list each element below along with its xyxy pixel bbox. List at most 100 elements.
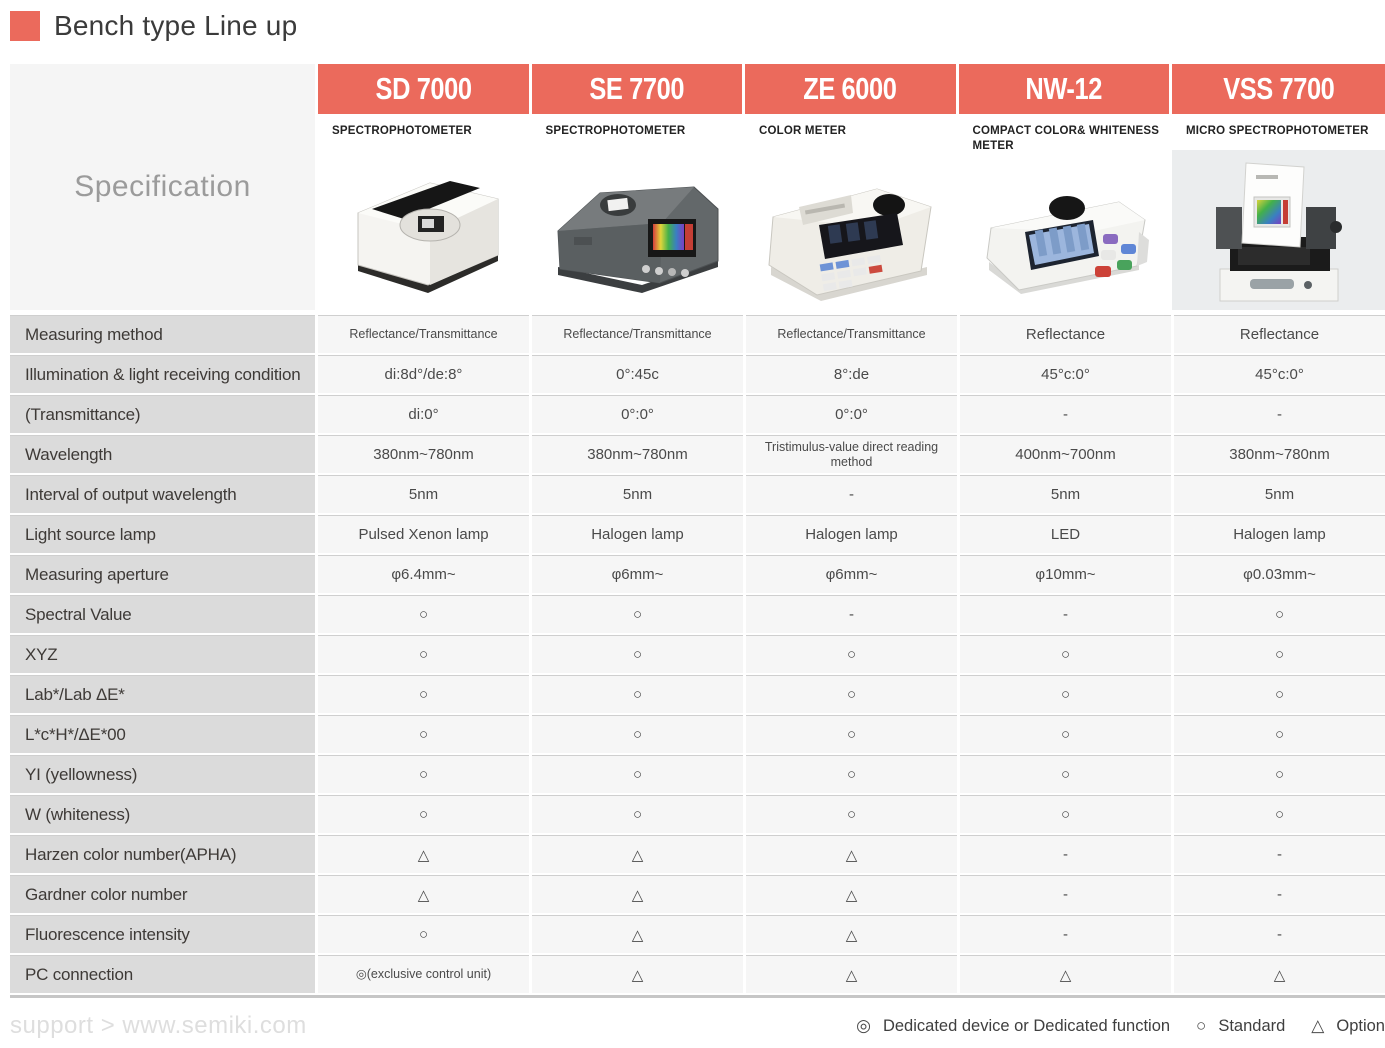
spec-value: ○ xyxy=(318,755,529,793)
table-row: PC connection ◎(exclusive control unit) △ △… xyxy=(10,955,1385,993)
table-row: XYZ ○ ○ ○ ○ ○ xyxy=(10,635,1385,673)
product-name-label: SD 7000 xyxy=(375,71,472,106)
spec-value: 5nm xyxy=(960,475,1171,513)
spec-value: 0°:45c xyxy=(532,355,743,393)
product-type-label: SPECTROPHOTOMETER xyxy=(332,125,472,137)
legend-label: Standard xyxy=(1218,1016,1286,1035)
spec-value: ○ xyxy=(532,715,743,753)
table-row: Measuring aperture φ6.4mm~ φ6mm~ φ6mm~ φ10mm… xyxy=(10,555,1385,593)
spec-value: 5nm xyxy=(1174,475,1385,513)
spec-value: ○ xyxy=(1174,755,1385,793)
spec-value: Reflectance/Transmittance xyxy=(532,315,743,353)
spec-value: Halogen lamp xyxy=(746,515,957,553)
table-row: Illumination & light receiving condition… xyxy=(10,355,1385,393)
spec-value: Pulsed Xenon lamp xyxy=(318,515,529,553)
spec-table: Specification SD 7000 SPECTROPHOTOMETER xyxy=(10,64,1385,998)
product-name-ze-6000: ZE 6000 xyxy=(745,64,956,114)
spec-value: ○ xyxy=(960,635,1171,673)
spec-value: 380nm~780nm xyxy=(532,435,743,473)
spec-value: ○ xyxy=(746,675,957,713)
spec-value: △ xyxy=(746,915,957,953)
circle-symbol-icon: ○ xyxy=(1196,1016,1207,1035)
spec-value: △ xyxy=(318,875,529,913)
spec-value: ○ xyxy=(960,755,1171,793)
product-name-se-7700: SE 7700 xyxy=(531,64,742,114)
row-label: W (whiteness) xyxy=(10,795,315,833)
spec-value: - xyxy=(1174,395,1385,433)
table-row: Harzen color number(APHA) △ △ △ - - xyxy=(10,835,1385,873)
spec-value: ○ xyxy=(318,595,529,633)
spec-value: - xyxy=(746,595,957,633)
spec-value: ○ xyxy=(318,915,529,953)
spec-value: ○ xyxy=(532,755,743,793)
se-7700-product-photo xyxy=(532,150,743,310)
spec-value: △ xyxy=(746,955,957,993)
title-accent-square-icon xyxy=(10,11,40,41)
product-column-ze-6000: ZE 6000 COLOR METER xyxy=(745,64,956,310)
row-label: Wavelength xyxy=(10,435,315,473)
spec-value: ○ xyxy=(532,675,743,713)
spec-value: ○ xyxy=(1174,635,1385,673)
table-row: L*c*H*/ΔE*00 ○ ○ ○ ○ ○ xyxy=(10,715,1385,753)
page-title: Bench type Line up xyxy=(54,10,298,41)
spec-value: di:0° xyxy=(318,395,529,433)
spec-value: ○ xyxy=(1174,675,1385,713)
spec-value: ○ xyxy=(532,595,743,633)
sd-7000-product-photo xyxy=(318,150,529,310)
product-name-vss-7700: VSS 7700 xyxy=(1172,64,1385,114)
spec-value: Reflectance xyxy=(1174,315,1385,353)
table-row: (Transmittance) di:0° 0°:0° 0°:0° - - xyxy=(10,395,1385,433)
row-label: Interval of output wavelength xyxy=(10,475,315,513)
row-label: (Transmittance) xyxy=(10,395,315,433)
spec-value: Halogen lamp xyxy=(1174,515,1385,553)
legend-item-standard: ○ Standard xyxy=(1196,1016,1285,1036)
row-label: Harzen color number(APHA) xyxy=(10,835,315,873)
row-label: XYZ xyxy=(10,635,315,673)
specification-header-cell: Specification xyxy=(10,64,315,310)
legend-label: Dedicated device or Dedicated function xyxy=(882,1016,1171,1035)
table-header-row: Specification SD 7000 SPECTROPHOTOMETER xyxy=(10,64,1385,310)
spec-value: 8°:de xyxy=(746,355,957,393)
legend-item-option: △ Option xyxy=(1311,1016,1385,1036)
spec-value: ○ xyxy=(960,795,1171,833)
product-column-nw-12: NW-12 COMPACT COLOR& WHITENESS METER xyxy=(958,64,1169,310)
spec-value: ○ xyxy=(746,635,957,673)
spec-value: △ xyxy=(1174,955,1385,993)
legend-label: Option xyxy=(1336,1016,1385,1035)
spec-value: φ6.4mm~ xyxy=(318,555,529,593)
spec-value: ◎(exclusive control unit) xyxy=(318,955,529,993)
row-label: YI (yellowness) xyxy=(10,755,315,793)
spec-value: ○ xyxy=(532,635,743,673)
spec-value: △ xyxy=(318,835,529,873)
spec-value: ○ xyxy=(1174,795,1385,833)
table-row: Fluorescence intensity ○ △ △ - - xyxy=(10,915,1385,953)
row-label: Light source lamp xyxy=(10,515,315,553)
product-name-label: ZE 6000 xyxy=(803,71,898,106)
row-label: L*c*H*/ΔE*00 xyxy=(10,715,315,753)
row-label: Measuring method xyxy=(10,315,315,353)
product-column-sd-7000: SD 7000 SPECTROPHOTOMETER xyxy=(318,64,529,310)
spec-value: - xyxy=(960,915,1171,953)
spec-value: △ xyxy=(532,915,743,953)
spec-value: φ6mm~ xyxy=(532,555,743,593)
row-label: Measuring aperture xyxy=(10,555,315,593)
spec-value: 0°:0° xyxy=(746,395,957,433)
spec-value: - xyxy=(1174,915,1385,953)
table-row: Light source lamp Pulsed Xenon lamp Haloge… xyxy=(10,515,1385,553)
spec-value: - xyxy=(960,835,1171,873)
product-name-label: SE 7700 xyxy=(589,71,685,106)
spec-value: di:8d°/de:8° xyxy=(318,355,529,393)
spec-value: - xyxy=(960,395,1171,433)
product-type-label: SPECTROPHOTOMETER xyxy=(545,125,686,137)
table-row: W (whiteness) ○ ○ ○ ○ ○ xyxy=(10,795,1385,833)
spec-value: Reflectance xyxy=(960,315,1171,353)
title-bar: Bench type Line up xyxy=(10,9,1385,43)
bullseye-symbol-icon: ◎ xyxy=(856,1016,871,1035)
spec-value: ○ xyxy=(746,795,957,833)
spec-value: △ xyxy=(746,835,957,873)
footer: support > www.semiki.com ◎ Dedicated dev… xyxy=(10,1012,1385,1040)
product-name-nw-12: NW-12 xyxy=(958,64,1169,114)
spec-value: Tristimulus-value direct reading method xyxy=(746,435,957,473)
spec-value: △ xyxy=(532,955,743,993)
spec-value: Reflectance/Transmittance xyxy=(318,315,529,353)
